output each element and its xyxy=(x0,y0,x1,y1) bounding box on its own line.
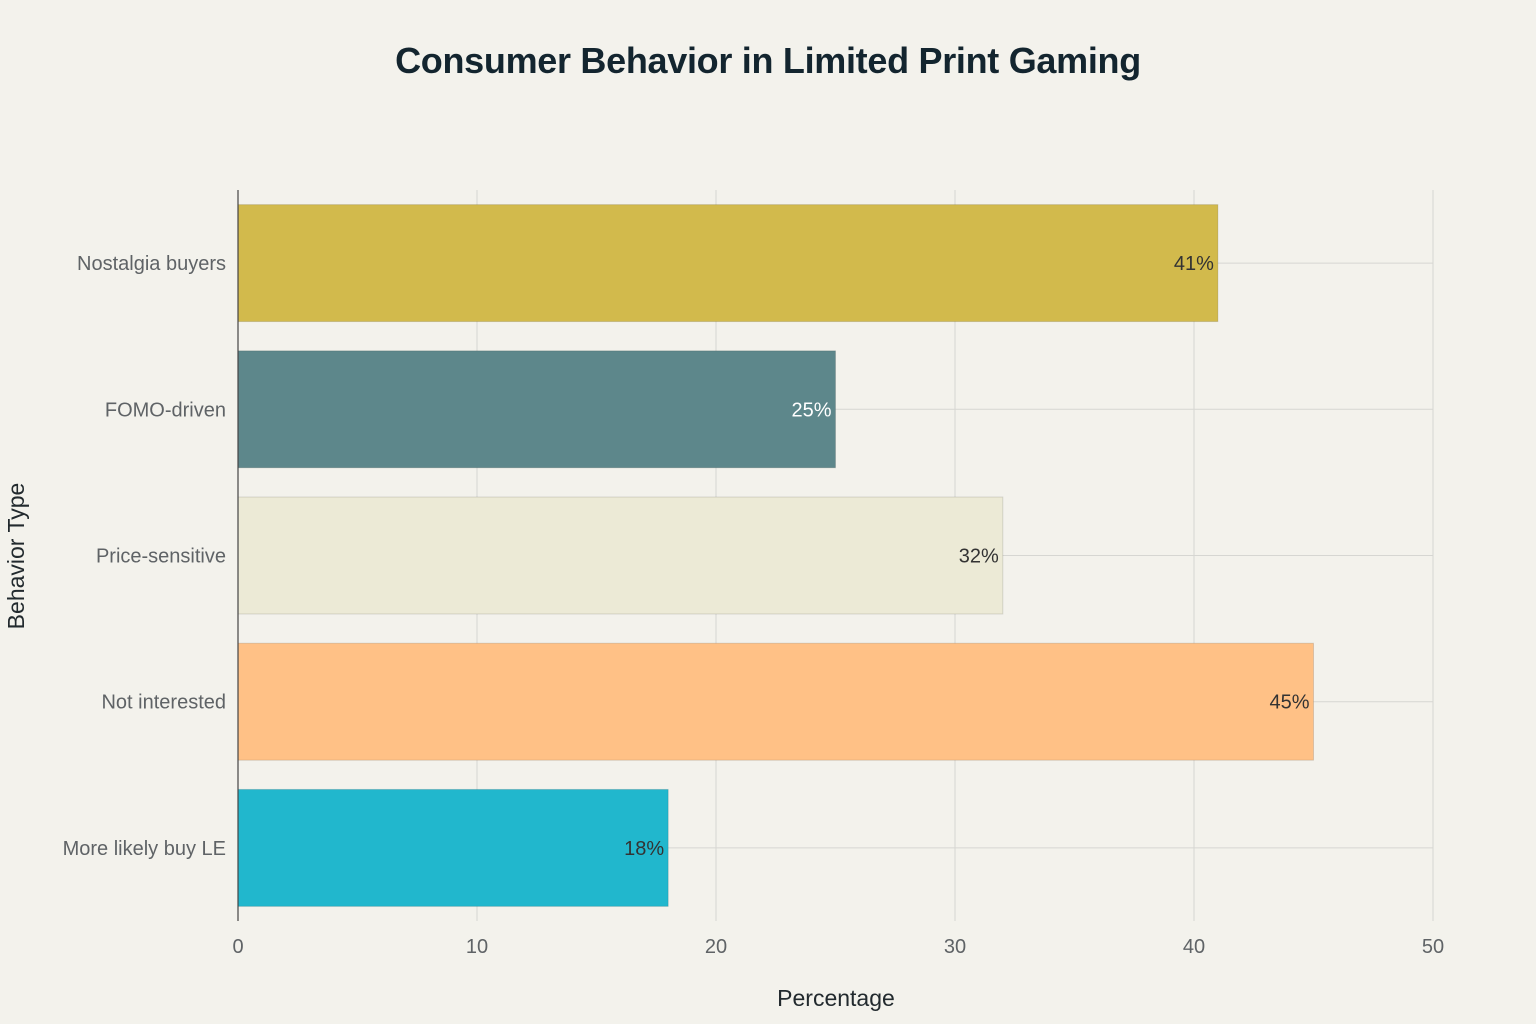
x-tick-label: 30 xyxy=(944,936,966,958)
bar xyxy=(237,642,1314,761)
bar-value-label: 41% xyxy=(1174,253,1214,275)
axis-layer: 0 10 20 30 40 50 Nostalgia buyers FOMO-driven Pr… xyxy=(63,190,1444,958)
y-axis-title: Behavior Type xyxy=(3,483,29,630)
bar-value-label: 25% xyxy=(791,399,831,421)
x-axis-title: Percentage xyxy=(777,985,895,1011)
y-tick-label: Price-sensitive xyxy=(96,546,226,568)
x-tick-label: 20 xyxy=(705,936,727,958)
bar-value-label: 45% xyxy=(1269,692,1309,714)
bar xyxy=(237,350,836,469)
y-tick-label: Nostalgia buyers xyxy=(77,253,226,275)
x-tick-label: 40 xyxy=(1183,936,1205,958)
bar xyxy=(237,496,1004,615)
y-tick-label: More likely buy LE xyxy=(63,838,226,860)
bar xyxy=(237,788,669,907)
chart-title: Consumer Behavior in Limited Print Gamin… xyxy=(395,40,1141,81)
bar-value-label: 18% xyxy=(624,838,664,860)
x-tick-label: 10 xyxy=(466,936,488,958)
bar-value-label: 32% xyxy=(959,546,999,568)
bar xyxy=(237,204,1219,323)
x-tick-label: 0 xyxy=(232,936,243,958)
x-tick-label: 50 xyxy=(1422,936,1444,958)
y-tick-label: FOMO-driven xyxy=(105,399,226,421)
bars-layer: 41% 25% 32% 45% 18% xyxy=(237,204,1314,907)
y-tick-label: Not interested xyxy=(101,692,226,714)
